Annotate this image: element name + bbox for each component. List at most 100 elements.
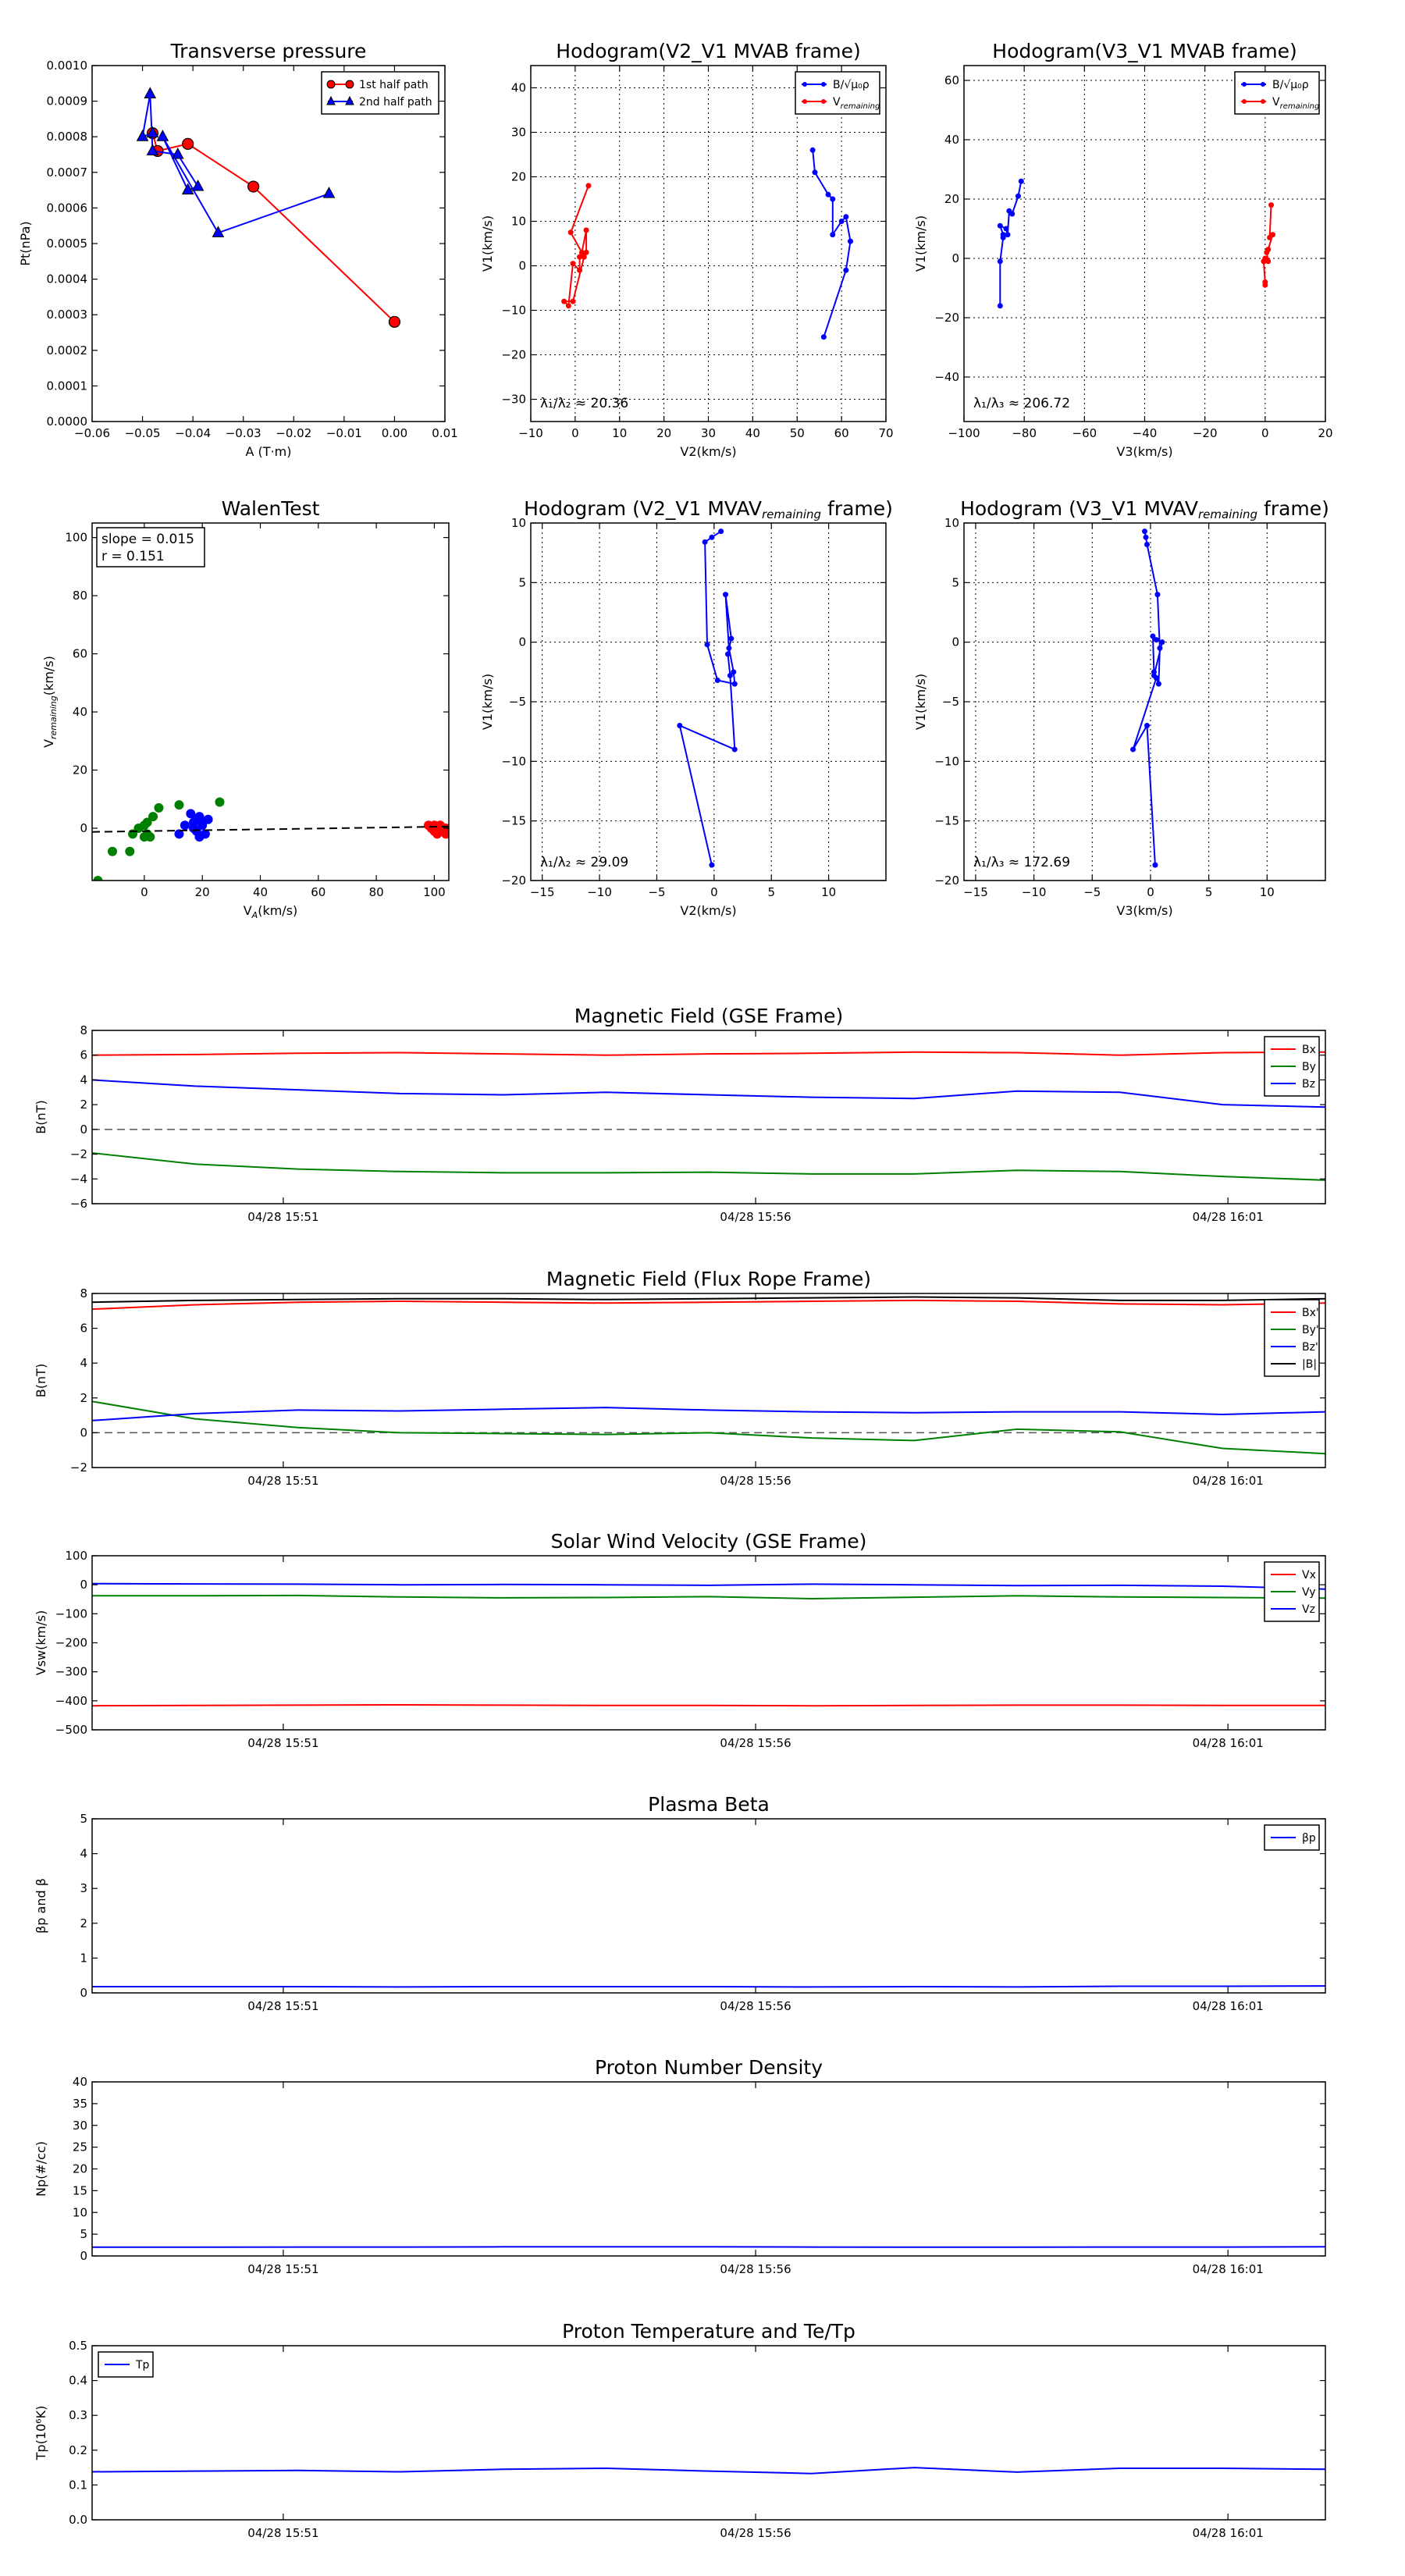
- series-line-p: [92, 1985, 1325, 1988]
- y-tick-label: 0.0006: [47, 201, 88, 215]
- y-tick-label: 0.0007: [47, 165, 88, 180]
- y-axis-label: V1(km/s): [913, 674, 928, 730]
- series-line-b: [812, 150, 852, 338]
- y-axis-label: B(nT): [34, 1100, 48, 1133]
- chart-proton-temperature: 0.0 0.1 0.2 0.3 0.4 0.5 04/28 15:51 04/28 15:56…: [34, 2320, 1326, 2540]
- data-point: [156, 130, 169, 141]
- x-tick-label: 04/28 15:56: [720, 1210, 791, 1224]
- x-tick-label: 50: [790, 426, 805, 440]
- x-tick-label: 04/28 16:01: [1193, 1736, 1264, 1750]
- y-tick-label: 20: [944, 192, 959, 206]
- data-point: [1262, 282, 1268, 288]
- y-tick-label: −10: [501, 304, 526, 318]
- series-line-vy: [92, 1594, 1325, 1600]
- y-tick-label: 0.3: [69, 2408, 87, 2422]
- legend-label: Bx': [1302, 1307, 1319, 1319]
- plot-area: [561, 147, 853, 340]
- y-tick-label: −2: [70, 1147, 87, 1162]
- series-line-b: [92, 1296, 1325, 1304]
- data-point: [570, 261, 576, 267]
- legend-marker: [821, 99, 826, 104]
- data-point: [171, 147, 184, 159]
- y-tick-label: 15: [73, 2183, 87, 2197]
- x-tick-label: 10: [821, 885, 836, 899]
- y-tick-label: 30: [511, 126, 526, 140]
- legend-box: [321, 71, 439, 115]
- y-tick-label: 0.0008: [47, 130, 88, 144]
- x-tick-label: 20: [656, 426, 671, 440]
- data-point: [144, 87, 157, 98]
- y-axis-label: Vremaining(km/s): [41, 656, 59, 748]
- x-tick-label: 0: [1261, 426, 1269, 440]
- y-axis-label: Vsw(km/s): [34, 1610, 48, 1675]
- x-tick-label: 0: [140, 885, 148, 899]
- x-tick-label: −10: [587, 885, 612, 899]
- x-tick-label: 0: [1147, 885, 1154, 899]
- x-tick-label: 04/28 15:51: [247, 1736, 318, 1750]
- x-tick-label: −10: [518, 426, 543, 440]
- eigenvalue-ratio-label: λ₁/λ₃ ≈ 206.72: [973, 396, 1070, 411]
- y-tick-label: −20: [501, 873, 526, 888]
- x-tick-label: −20: [1193, 426, 1218, 440]
- fit-stats-box: [96, 527, 205, 568]
- legend: B/√μ₀ρ Vremaining: [1234, 71, 1320, 115]
- data-point: [136, 130, 149, 141]
- legend: βp: [1264, 1824, 1320, 1851]
- y-tick-label: 5: [80, 2227, 87, 2241]
- y-tick-label: 0: [80, 2249, 87, 2263]
- scatter-point: [200, 829, 210, 839]
- plot-area: [92, 2467, 1325, 2475]
- series-line-tp: [92, 2467, 1325, 2475]
- data-point: [212, 226, 225, 237]
- x-tick-label: 20: [1318, 426, 1332, 440]
- y-tick-label: 0: [518, 635, 526, 649]
- x-tick-label: 30: [701, 426, 716, 440]
- data-point: [1015, 193, 1021, 199]
- y-tick-label: 3: [80, 1881, 87, 1895]
- legend-label: B/√μ₀ρ: [833, 79, 870, 91]
- chart-title: Hodogram(V2_V1 MVAB frame): [556, 40, 860, 62]
- x-tick-label: 0.01: [432, 426, 457, 440]
- y-tick-label: 100: [65, 1549, 87, 1563]
- legend-label: Vx: [1302, 1569, 1316, 1582]
- data-point: [577, 267, 583, 273]
- plot-area: [92, 1051, 1325, 1181]
- y-tick-label: 0.0001: [47, 379, 88, 393]
- legend-label: Vremaining: [1272, 96, 1319, 111]
- data-point: [731, 746, 738, 753]
- y-tick-label: 0.0002: [47, 343, 88, 358]
- x-tick-label: −100: [948, 426, 980, 440]
- y-tick-label: 0: [80, 1123, 87, 1137]
- y-tick-label: 0: [80, 1986, 87, 2000]
- series-line-vx: [92, 1703, 1325, 1707]
- y-tick-label: 40: [944, 133, 959, 147]
- scatter-point: [93, 876, 103, 881]
- y-tick-label: −15: [934, 814, 959, 828]
- legend-box: [795, 71, 880, 115]
- legend-marker: [326, 80, 336, 89]
- scatter-point: [148, 812, 158, 822]
- series-line-b: [998, 181, 1023, 306]
- plot-area: [136, 87, 401, 328]
- axes-frame: [963, 522, 1326, 881]
- series-line-by: [92, 1152, 1325, 1181]
- legend-label: By': [1302, 1324, 1319, 1336]
- x-axis-label: V3(km/s): [1116, 903, 1172, 918]
- scatter-point: [154, 802, 164, 813]
- data-point: [1261, 258, 1267, 265]
- data-point: [997, 222, 1003, 229]
- x-tick-label: 60: [311, 885, 325, 899]
- chart-mag-fluxrope: −2 0 2 4 6 8 04/28 15:51 04/28 15:56 04/28 16:01…: [34, 1268, 1326, 1488]
- x-axis-label: V2(km/s): [680, 903, 736, 918]
- data-point: [1152, 862, 1158, 868]
- series-line-1sthalfpath: [151, 133, 396, 323]
- scatter-point: [174, 829, 184, 839]
- y-tick-label: 0.0000: [47, 415, 88, 429]
- plot-area: [92, 1296, 1325, 1455]
- data-point: [812, 169, 818, 176]
- legend-label: Vremaining: [833, 96, 880, 111]
- axes-frame: [91, 1555, 1326, 1731]
- legend-box: [1234, 71, 1320, 115]
- x-tick-label: 70: [878, 426, 893, 440]
- x-tick-label: 04/28 16:01: [1193, 1999, 1264, 2013]
